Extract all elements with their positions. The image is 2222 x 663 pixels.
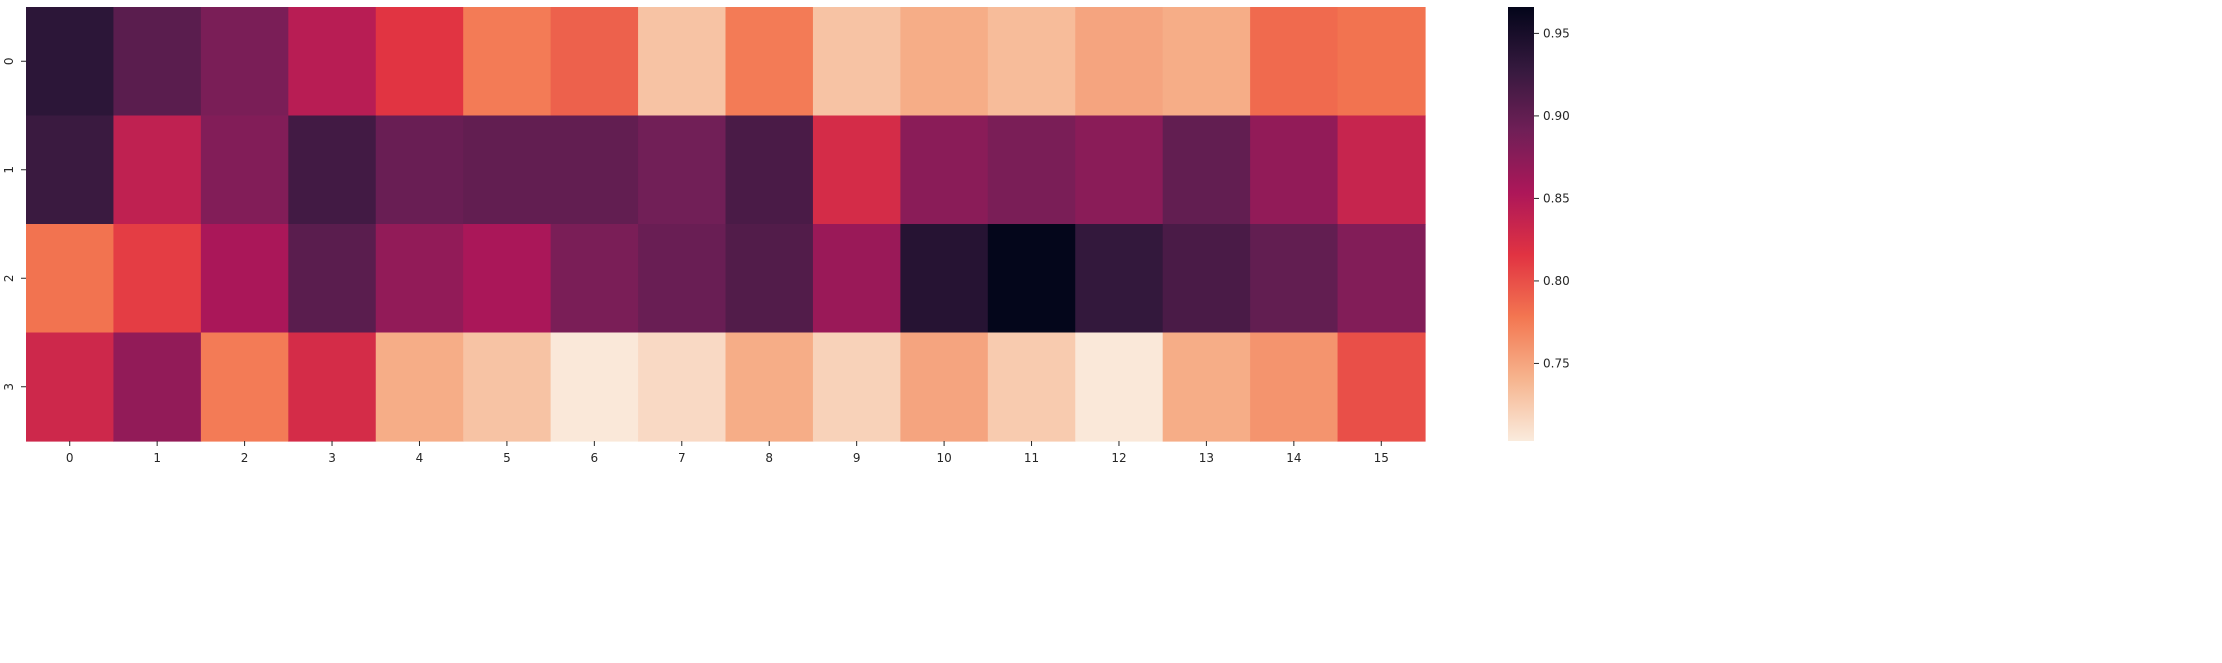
heatmap-cell-r1-c5 xyxy=(463,115,552,225)
heatmap-cell-r0-c4 xyxy=(375,7,464,117)
heatmap-cell-r0-c1 xyxy=(113,7,202,117)
heatmap-cell-r3-c1 xyxy=(113,332,202,442)
heatmap-cell-r0-c13 xyxy=(1162,7,1251,117)
heatmap-cell-r2-c0 xyxy=(26,224,115,334)
heatmap-cell-r1-c12 xyxy=(1075,115,1164,225)
heatmap-cell-r2-c14 xyxy=(1250,224,1339,334)
heatmap-cell-r1-c14 xyxy=(1250,115,1339,225)
y-tick-label: 2 xyxy=(2,274,16,282)
heatmap-cell-r1-c0 xyxy=(26,115,115,225)
x-tick-label: 9 xyxy=(853,451,861,465)
x-tick-label: 13 xyxy=(1199,451,1214,465)
colorbar-tick-label: 0.90 xyxy=(1543,109,1570,123)
heatmap-cell-r2-c6 xyxy=(550,224,639,334)
heatmap-cell-r1-c7 xyxy=(638,115,727,225)
heatmap-cell-r3-c9 xyxy=(812,332,901,442)
heatmap-cell-r3-c3 xyxy=(288,332,377,442)
heatmap-cell-r3-c11 xyxy=(987,332,1076,442)
y-axis: 0 1 2 3 xyxy=(2,57,26,391)
heatmap-cell-r3-c8 xyxy=(725,332,814,442)
heatmap-cell-r2-c13 xyxy=(1162,224,1251,334)
heatmap-cell-r1-c9 xyxy=(812,115,901,225)
heatmap-cell-r1-c2 xyxy=(200,115,289,225)
x-tick-label: 3 xyxy=(328,451,336,465)
heatmap-cell-r1-c10 xyxy=(900,115,989,225)
colorbar-tick-label: 0.80 xyxy=(1543,274,1570,288)
heatmap-cell-r2-c9 xyxy=(812,224,901,334)
heatmap-cell-r2-c4 xyxy=(375,224,464,334)
x-axis: 0 1 2 3 4 5 6 7 8 9 10 11 12 13 14 15 xyxy=(66,441,1389,465)
colorbar-tick-label: 0.95 xyxy=(1543,26,1570,40)
heatmap-cell-r3-c13 xyxy=(1162,332,1251,442)
heatmap-cell-r0-c0 xyxy=(26,7,115,117)
heatmap-cell-r2-c3 xyxy=(288,224,377,334)
heatmap-cell-r0-c2 xyxy=(200,7,289,117)
heatmap-cell-r2-c11 xyxy=(987,224,1076,334)
heatmap-cell-r0-c5 xyxy=(463,7,552,117)
x-tick-label: 6 xyxy=(591,451,599,465)
heatmap-cell-r3-c15 xyxy=(1337,332,1426,442)
heatmap-cell-r0-c12 xyxy=(1075,7,1164,117)
heatmap-cell-r3-c2 xyxy=(200,332,289,442)
heatmap-cell-r2-c10 xyxy=(900,224,989,334)
heatmap-cell-r2-c12 xyxy=(1075,224,1164,334)
heatmap-cell-r3-c0 xyxy=(26,332,115,442)
x-tick-label: 8 xyxy=(765,451,773,465)
heatmap-cell-r2-c2 xyxy=(200,224,289,334)
x-tick-label: 11 xyxy=(1024,451,1039,465)
heatmap-cell-r0-c15 xyxy=(1337,7,1426,117)
heatmap-cell-r0-c3 xyxy=(288,7,377,117)
heatmap-cell-r0-c10 xyxy=(900,7,989,117)
heatmap-cell-r2-c1 xyxy=(113,224,202,334)
heatmap-cell-r0-c7 xyxy=(638,7,727,117)
heatmap-cell-r1-c1 xyxy=(113,115,202,225)
heatmap-cell-r2-c8 xyxy=(725,224,814,334)
heatmap-cell-r1-c13 xyxy=(1162,115,1251,225)
colorbar-tick-label: 0.85 xyxy=(1543,191,1570,205)
heatmap-cell-r1-c3 xyxy=(288,115,377,225)
heatmap-cell-r3-c12 xyxy=(1075,332,1164,442)
heatmap-cell-r0-c9 xyxy=(812,7,901,117)
heatmap-cell-r0-c11 xyxy=(987,7,1076,117)
heatmap-cell-r2-c7 xyxy=(638,224,727,334)
heatmap-cell-r1-c4 xyxy=(375,115,464,225)
y-tick-label: 0 xyxy=(2,57,16,65)
y-tick-label: 3 xyxy=(2,383,16,391)
x-tick-label: 7 xyxy=(678,451,686,465)
heatmap-cell-r0-c14 xyxy=(1250,7,1339,117)
x-tick-label: 14 xyxy=(1286,451,1301,465)
colorbar-tick-label: 0.75 xyxy=(1543,356,1570,370)
x-tick-label: 15 xyxy=(1374,451,1389,465)
x-tick-label: 4 xyxy=(416,451,424,465)
x-tick-label: 0 xyxy=(66,451,74,465)
heatmap-cell-r3-c10 xyxy=(900,332,989,442)
heatmap-cells xyxy=(26,7,1426,442)
x-tick-label: 10 xyxy=(936,451,951,465)
y-tick-label: 1 xyxy=(2,166,16,174)
heatmap-cell-r3-c7 xyxy=(638,332,727,442)
heatmap-cell-r1-c15 xyxy=(1337,115,1426,225)
x-tick-label: 1 xyxy=(153,451,161,465)
heatmap-cell-r3-c6 xyxy=(550,332,639,442)
heatmap-cell-r2-c15 xyxy=(1337,224,1426,334)
x-tick-label: 5 xyxy=(503,451,511,465)
colorbar: 0.75 0.80 0.85 0.90 0.95 xyxy=(1508,7,1570,441)
heatmap-cell-r0-c8 xyxy=(725,7,814,117)
heatmap-cell-r3-c5 xyxy=(463,332,552,442)
heatmap-cell-r2-c5 xyxy=(463,224,552,334)
colorbar-gradient xyxy=(1508,7,1534,441)
heatmap-cell-r1-c6 xyxy=(550,115,639,225)
x-tick-label: 2 xyxy=(241,451,249,465)
heatmap-cell-r3-c4 xyxy=(375,332,464,442)
heatmap-cell-r1-c8 xyxy=(725,115,814,225)
heatmap-cell-r3-c14 xyxy=(1250,332,1339,442)
heatmap-cell-r1-c11 xyxy=(987,115,1076,225)
x-tick-label: 12 xyxy=(1111,451,1126,465)
heatmap-cell-r0-c6 xyxy=(550,7,639,117)
